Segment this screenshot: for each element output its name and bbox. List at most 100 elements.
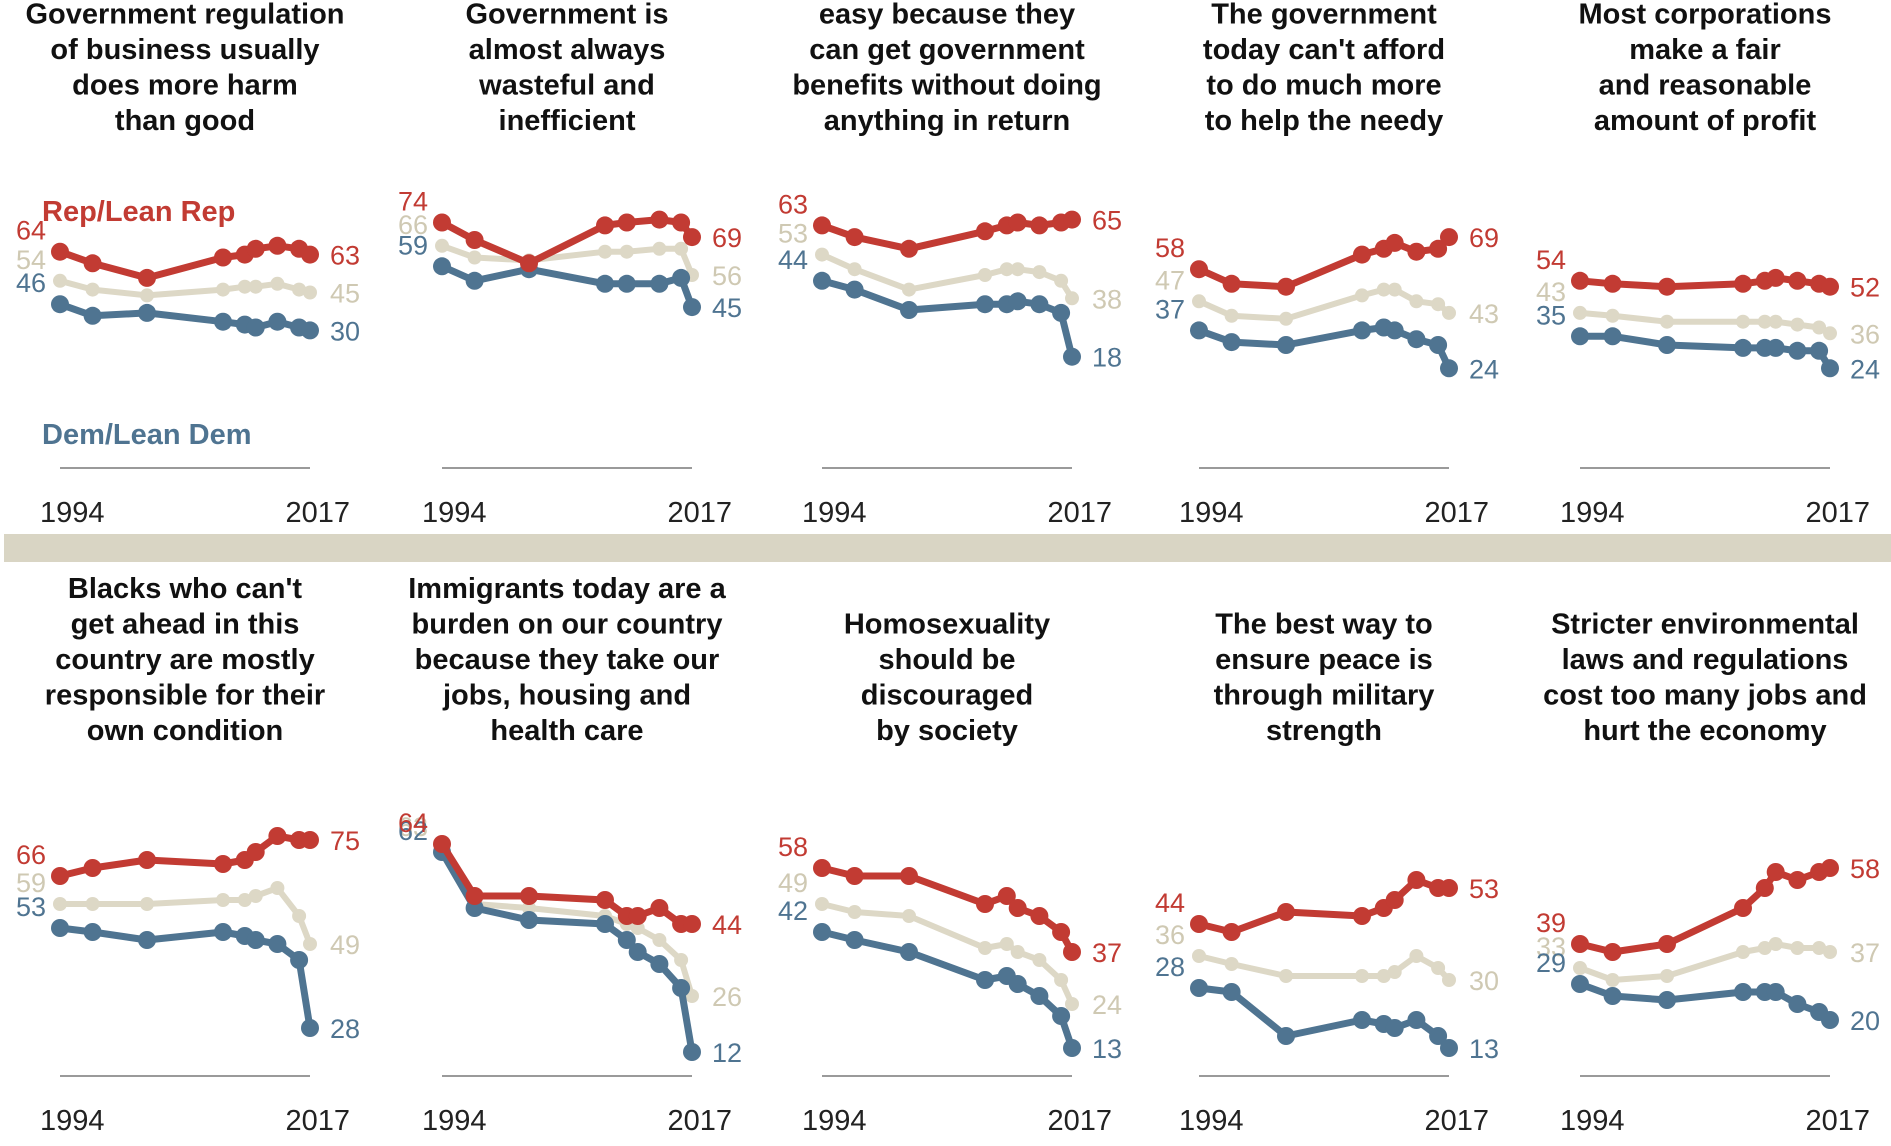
data-point-rep (246, 843, 265, 861)
data-point-rep (83, 254, 102, 273)
end-value-label: 63 (330, 241, 360, 271)
data-point-total (1757, 314, 1772, 329)
data-point-rep (51, 242, 69, 261)
data-point-rep (596, 891, 614, 909)
panel-title-line: to do much more (1206, 70, 1441, 102)
data-point-dem (301, 321, 319, 340)
data-point-total (1224, 957, 1239, 971)
x-tick-label: 1994 (802, 1105, 867, 1137)
x-tick-label: 1994 (1179, 497, 1244, 529)
series-dem: 53 28 (16, 892, 360, 1044)
data-point-total (1757, 941, 1772, 955)
data-point-dem (683, 1043, 701, 1061)
data-point-total (292, 282, 307, 297)
data-point-rep (1353, 245, 1371, 264)
end-value-label: 69 (1469, 223, 1499, 253)
data-point-total (1768, 937, 1783, 951)
data-point-rep (83, 859, 102, 877)
data-point-dem (672, 979, 691, 997)
data-point-rep (1190, 915, 1208, 933)
data-point-dem (1063, 347, 1081, 366)
data-point-total (1054, 273, 1069, 288)
data-point-dem (1052, 1007, 1071, 1025)
series-line-rep (1195, 876, 1453, 936)
data-point-rep (900, 867, 918, 885)
panel-title-line: through military (1214, 680, 1435, 712)
data-point-dem (1353, 321, 1371, 340)
end-value-label: 37 (1092, 938, 1122, 968)
data-point-dem (1385, 321, 1404, 340)
data-point-total (1032, 953, 1047, 967)
data-point-dem (1030, 987, 1049, 1005)
data-point-rep (1008, 213, 1027, 232)
start-value-label: 37 (1155, 294, 1185, 324)
data-point-rep (1603, 943, 1622, 961)
end-value-label: 12 (712, 1038, 742, 1068)
data-point-dem (813, 271, 831, 290)
data-point-total (270, 881, 285, 895)
panel-title-line: cost too many jobs and (1543, 680, 1867, 712)
data-point-rep (1440, 879, 1458, 897)
data-point-total (467, 250, 482, 265)
data-point-dem (617, 931, 636, 949)
chart-panel-3: Poor people have iteasy because theycan … (778, 0, 1122, 529)
data-point-rep (1385, 233, 1404, 252)
start-value-label: 47 (1155, 265, 1185, 295)
data-point-dem (650, 955, 669, 973)
panel-title-line: does more harm (72, 70, 298, 102)
series-rep: 58 37 (778, 832, 1122, 968)
end-value-label: 69 (712, 223, 742, 253)
data-point-total (1823, 945, 1837, 959)
start-value-label: 74 (398, 187, 428, 217)
data-point-rep (1766, 863, 1785, 881)
start-value-label: 54 (16, 245, 46, 275)
data-point-total (1431, 961, 1446, 975)
data-point-dem (1734, 338, 1752, 357)
data-point-rep (268, 236, 287, 255)
data-point-total (1812, 941, 1827, 955)
panel-title-line: today can't afford (1203, 34, 1445, 66)
data-point-total (292, 909, 307, 923)
x-tick-label: 2017 (667, 1105, 732, 1137)
data-point-dem (1603, 327, 1622, 346)
data-point-total (248, 279, 263, 294)
data-point-total (1605, 973, 1620, 987)
data-point-rep (1766, 268, 1785, 287)
chart-panel-6: Blacks who can't get ahead in thiscountry… (16, 573, 360, 1137)
data-point-total (902, 909, 916, 923)
data-point-total (652, 241, 667, 256)
series-total: 63 26 (398, 812, 742, 1012)
data-point-total (1605, 308, 1620, 323)
data-point-dem (1277, 1027, 1295, 1045)
data-point-dem (650, 274, 669, 293)
data-point-total (1409, 294, 1424, 309)
end-value-label: 44 (712, 910, 742, 940)
start-value-label: 28 (1155, 952, 1185, 982)
series-dem: 44 18 (778, 245, 1122, 373)
data-point-dem (1440, 359, 1458, 378)
data-point-rep (1429, 239, 1448, 258)
data-point-total (1054, 973, 1069, 987)
data-point-total (598, 244, 612, 259)
start-value-label: 53 (778, 219, 808, 249)
data-point-rep (845, 867, 864, 885)
data-point-dem (1603, 987, 1622, 1005)
data-point-dem (138, 303, 156, 322)
data-point-rep (1821, 277, 1839, 296)
data-point-rep (997, 887, 1016, 905)
data-point-dem (900, 301, 918, 319)
start-value-label: 59 (16, 868, 46, 898)
series-rep: 66 75 (16, 826, 360, 885)
data-point-total (216, 893, 230, 907)
data-point-dem (1277, 336, 1295, 354)
panel-title-line: Stricter environmental (1551, 609, 1859, 641)
data-point-rep (1063, 943, 1081, 961)
data-point-total (1065, 291, 1079, 306)
panel-title-line: wasteful and (478, 70, 655, 102)
data-point-total (1812, 320, 1827, 335)
start-value-label: 62 (398, 816, 428, 846)
data-point-rep (650, 210, 669, 229)
data-point-dem (433, 257, 451, 276)
data-point-dem (845, 931, 864, 949)
